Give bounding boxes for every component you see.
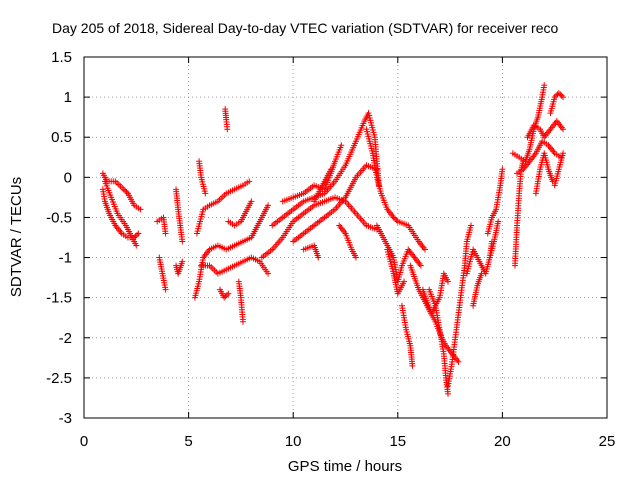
x-tick-label: 0 [80, 433, 88, 450]
data-point [248, 198, 255, 205]
data-point [455, 358, 462, 365]
y-tick-label: -2 [59, 330, 72, 347]
x-axis-label: GPS time / hours [288, 458, 402, 475]
data-point [162, 286, 169, 293]
data-point [401, 278, 408, 285]
data-point [246, 178, 253, 185]
data-point [133, 242, 140, 249]
data-point [338, 142, 345, 149]
y-axis-ticks: -3 -2.5 -2 -1.5 -1 -0.5 0 0.5 1 1.5 [46, 49, 607, 427]
data-point [122, 187, 129, 194]
x-tick-label: 20 [494, 433, 511, 450]
x-axis-ticks: 0 5 10 15 20 25 [80, 57, 616, 450]
data-points [99, 82, 567, 397]
grid-lines [84, 57, 607, 418]
data-point [315, 254, 322, 261]
data-point [445, 390, 452, 397]
plot-frame [83, 56, 608, 419]
data-point [553, 92, 560, 99]
data-point [392, 215, 399, 222]
data-point [123, 189, 130, 196]
y-axis-label: SDTVAR / TECUs [8, 177, 25, 297]
y-tick-label: -2.5 [46, 370, 72, 387]
x-tick-label: 5 [184, 433, 192, 450]
y-tick-label: 0.5 [51, 129, 72, 146]
data-point [468, 222, 475, 229]
data-point [265, 270, 272, 277]
data-point [224, 126, 231, 133]
data-point [421, 246, 428, 253]
data-point [560, 94, 567, 101]
data-point [445, 278, 452, 285]
data-point [352, 254, 359, 261]
data-point [179, 238, 186, 245]
data-point [135, 230, 142, 237]
data-point [179, 258, 186, 265]
data-point [132, 233, 139, 240]
data-point [265, 202, 272, 209]
data-point [133, 231, 140, 238]
y-tick-label: -1.5 [46, 290, 72, 307]
x-tick-label: 10 [285, 433, 302, 450]
data-point [555, 90, 562, 97]
chart-title: Day 205 of 2018, Sidereal Day-to-day VTE… [52, 20, 558, 36]
data-point [137, 206, 144, 213]
data-point [327, 166, 334, 173]
data-point [239, 318, 246, 325]
data-point [560, 126, 567, 133]
data-point [409, 362, 416, 369]
data-point [499, 166, 506, 173]
data-point [393, 217, 400, 224]
data-point [223, 291, 230, 298]
y-tick-label: 1 [64, 89, 72, 106]
x-tick-label: 15 [389, 433, 406, 450]
data-point [560, 150, 567, 157]
data-point [390, 214, 397, 221]
data-point [417, 262, 424, 269]
y-tick-label: 0 [64, 169, 72, 186]
x-tick-label: 25 [599, 433, 616, 450]
data-point [551, 94, 558, 101]
y-tick-label: -0.5 [46, 209, 72, 226]
data-point [478, 270, 485, 277]
data-point [541, 82, 548, 89]
data-point [225, 290, 232, 297]
data-point [222, 293, 229, 300]
y-tick-label: 1.5 [51, 49, 72, 66]
data-point [120, 186, 127, 193]
data-point [162, 230, 169, 237]
data-point [202, 190, 209, 197]
data-point [557, 91, 564, 98]
data-point [558, 92, 565, 99]
data-point [495, 218, 502, 225]
y-tick-label: -3 [59, 410, 72, 427]
data-point [221, 294, 228, 301]
y-tick-label: -1 [59, 250, 72, 267]
